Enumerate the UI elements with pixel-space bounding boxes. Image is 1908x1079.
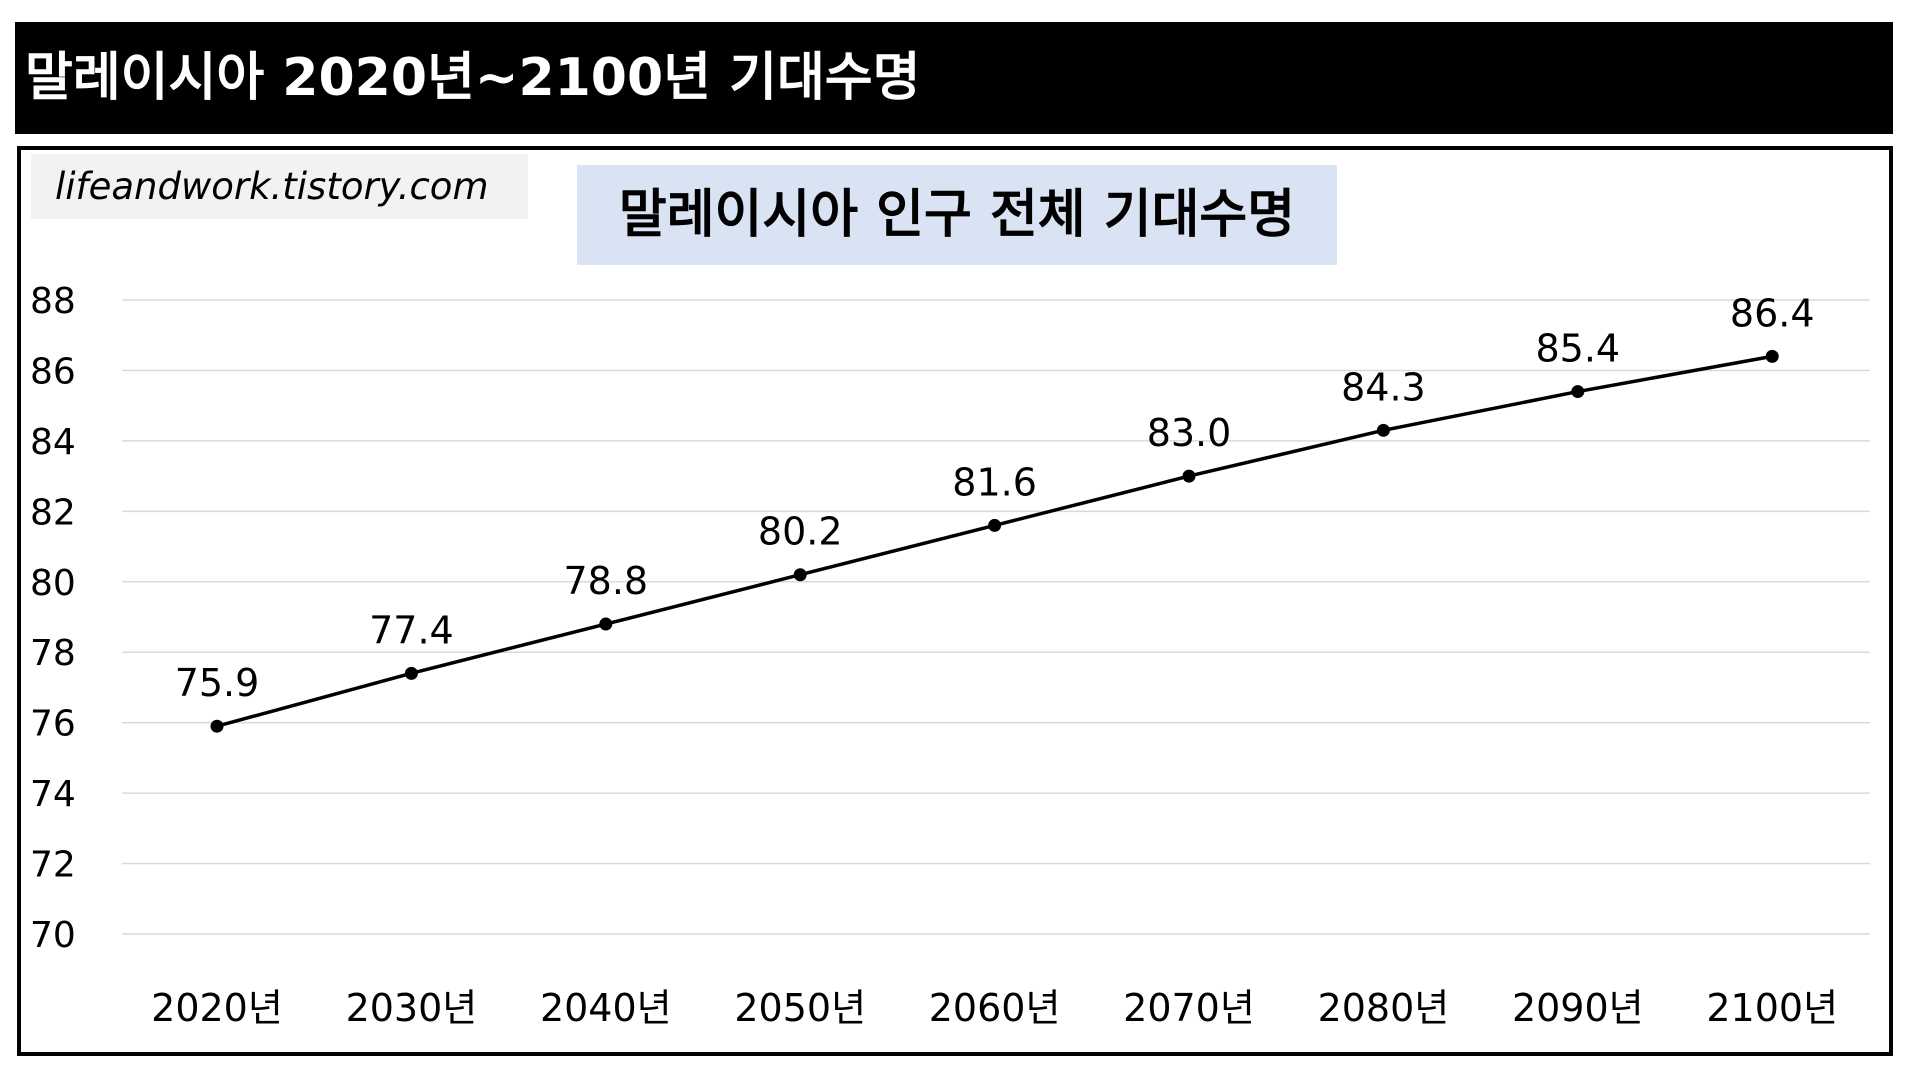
y-tick-label: 72 bbox=[30, 845, 76, 886]
y-tick-label: 86 bbox=[30, 351, 76, 392]
x-tick-label: 2060년 bbox=[929, 986, 1061, 1030]
chart-frame: lifeandwork.tistory.com 말레이시아 인구 전체 기대수명 bbox=[17, 146, 1893, 1056]
chart-title: 말레이시아 인구 전체 기대수명 bbox=[577, 165, 1337, 265]
y-tick-label: 84 bbox=[30, 422, 76, 463]
data-label: 80.2 bbox=[758, 510, 843, 554]
data-label: 85.4 bbox=[1535, 327, 1620, 371]
data-point bbox=[793, 568, 807, 582]
y-tick-label: 82 bbox=[30, 492, 76, 533]
data-point bbox=[1765, 349, 1779, 363]
watermark: lifeandwork.tistory.com bbox=[31, 154, 528, 219]
x-tick-label: 2070년 bbox=[1123, 986, 1255, 1030]
data-point bbox=[1376, 423, 1390, 437]
x-tick-label: 2080년 bbox=[1318, 986, 1450, 1030]
y-tick-label: 78 bbox=[30, 633, 76, 674]
data-point bbox=[599, 617, 613, 631]
x-tick-label: 2100년 bbox=[1706, 986, 1838, 1030]
data-label: 84.3 bbox=[1341, 365, 1426, 409]
data-point bbox=[210, 719, 224, 733]
data-label: 83.0 bbox=[1147, 411, 1232, 455]
x-tick-label: 2090년 bbox=[1512, 986, 1644, 1030]
data-point bbox=[1182, 469, 1196, 483]
y-tick-label: 88 bbox=[30, 281, 76, 322]
x-tick-label: 2050년 bbox=[734, 986, 866, 1030]
x-tick-label: 2040년 bbox=[540, 986, 672, 1030]
data-label: 86.4 bbox=[1730, 291, 1815, 335]
header-bar: 말레이시아 2020년~2100년 기대수명 bbox=[15, 22, 1893, 134]
y-tick-label: 74 bbox=[30, 774, 76, 815]
x-tick-label: 2020년 bbox=[151, 986, 283, 1030]
x-tick-label: 2030년 bbox=[346, 986, 478, 1030]
page-title: 말레이시아 2020년~2100년 기대수명 bbox=[25, 48, 921, 108]
y-tick-label: 70 bbox=[30, 915, 76, 956]
data-label: 81.6 bbox=[952, 460, 1037, 504]
series-line bbox=[216, 354, 1773, 728]
data-label: 75.9 bbox=[175, 661, 260, 705]
data-label: 78.8 bbox=[563, 559, 648, 603]
y-tick-label: 80 bbox=[30, 563, 76, 604]
data-point bbox=[404, 666, 418, 680]
data-point bbox=[1571, 385, 1585, 399]
data-point bbox=[988, 518, 1002, 532]
data-label: 77.4 bbox=[369, 608, 454, 652]
y-tick-label: 76 bbox=[30, 704, 76, 745]
